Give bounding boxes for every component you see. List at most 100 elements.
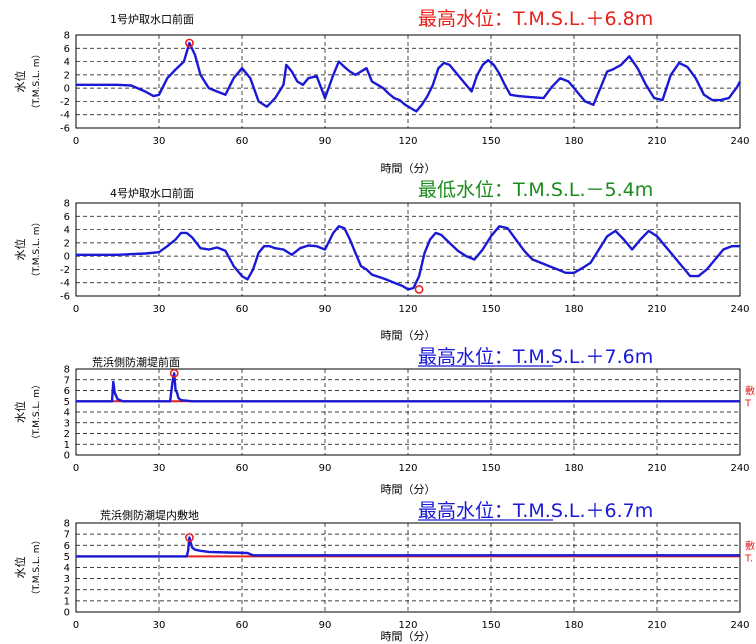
- y-tick-label: 8: [64, 199, 70, 210]
- x-tick-label: 210: [647, 304, 666, 315]
- series-line: [76, 225, 740, 291]
- x-tick-label: 30: [153, 136, 166, 147]
- x-tick-label: 120: [398, 620, 417, 631]
- x-axis-label: 時間（分）: [381, 483, 436, 496]
- threshold-label-line2: T.: [744, 553, 753, 564]
- y-tick-label: 8: [64, 365, 70, 376]
- y-tick-label: 1: [64, 440, 70, 451]
- y-tick-label: 5: [64, 552, 70, 563]
- x-tick-label: 30: [153, 304, 166, 315]
- extreme-marker: [185, 533, 194, 542]
- x-tick-label: 180: [564, 136, 583, 147]
- y-tick-label: -2: [60, 97, 70, 108]
- y-axis-unit-label: （T.M.S.L. m）: [31, 380, 42, 444]
- series-line: [76, 536, 740, 558]
- y-tick-label: 3: [64, 574, 70, 585]
- x-tick-label: 120: [398, 463, 417, 474]
- headline-water-level: 最高水位：T.M.S.L.＋6.7m: [418, 500, 653, 522]
- x-tick-label: 60: [236, 304, 249, 315]
- y-tick-label: 2: [64, 238, 70, 249]
- threshold-label-line1: 敷: [745, 384, 755, 397]
- x-tick-label: 240: [730, 620, 749, 631]
- x-tick-label: 240: [730, 304, 749, 315]
- threshold-label-line1: 敷: [745, 539, 755, 552]
- y-tick-label: 6: [64, 212, 70, 223]
- y-tick-label: 6: [64, 541, 70, 552]
- x-tick-label: 150: [481, 304, 500, 315]
- x-tick-label: 90: [319, 463, 332, 474]
- y-tick-label: 6: [64, 44, 70, 55]
- x-tick-label: 240: [730, 463, 749, 474]
- y-tick-label: 4: [64, 225, 70, 236]
- headline-water-level: 最高水位：T.M.S.L.＋6.8m: [418, 8, 653, 30]
- y-axis-label: 水位: [13, 71, 27, 93]
- x-tick-label: 180: [564, 620, 583, 631]
- x-tick-label: 180: [564, 304, 583, 315]
- y-tick-label: 0: [64, 252, 70, 263]
- series-line: [76, 372, 740, 403]
- extreme-marker: [414, 284, 424, 294]
- y-tick-label: 8: [64, 519, 70, 530]
- y-tick-label: 1: [64, 596, 70, 607]
- y-tick-label: 0: [64, 84, 70, 95]
- x-tick-label: 90: [319, 304, 332, 315]
- extreme-marker: [185, 38, 194, 48]
- y-tick-label: 5: [64, 397, 70, 408]
- x-axis-label: 時間（分）: [381, 329, 436, 342]
- x-tick-label: 210: [647, 463, 666, 474]
- threshold-label-line2: T: [744, 398, 752, 409]
- y-axis-unit-label: （T.M.S.L. m）: [31, 50, 42, 114]
- x-tick-label: 150: [481, 620, 500, 631]
- y-tick-label: 0: [64, 451, 70, 462]
- x-tick-label: 120: [398, 304, 417, 315]
- y-tick-label: -6: [60, 124, 70, 135]
- x-tick-label: 30: [153, 463, 166, 474]
- x-tick-label: 0: [73, 463, 79, 474]
- y-tick-label: 0: [64, 608, 70, 619]
- y-axis-label: 水位: [13, 557, 27, 579]
- y-axis-unit-label: （T.M.S.L. m）: [31, 218, 42, 282]
- y-tick-label: 2: [64, 429, 70, 440]
- x-tick-label: 180: [564, 463, 583, 474]
- y-tick-label: 7: [64, 375, 70, 386]
- panel-title: 荒浜側防潮堤前面: [92, 355, 180, 369]
- x-tick-label: 0: [73, 620, 79, 631]
- x-tick-label: 150: [481, 463, 500, 474]
- panel-title: 荒浜側防潮堤内敷地: [100, 508, 199, 522]
- plot-frame: [75, 368, 741, 456]
- x-tick-label: 210: [647, 136, 666, 147]
- y-axis-unit-label: （T.M.S.L. m）: [31, 536, 42, 600]
- x-tick-label: 90: [319, 620, 332, 631]
- y-tick-label: -6: [60, 292, 70, 303]
- x-tick-label: 30: [153, 620, 166, 631]
- y-tick-label: 8: [64, 31, 70, 42]
- y-tick-label: 2: [64, 70, 70, 81]
- y-tick-label: 4: [64, 408, 70, 419]
- plot-frame: [75, 522, 741, 613]
- panel-title: 1号炉取水口前面: [110, 12, 194, 26]
- y-tick-label: 2: [64, 585, 70, 596]
- x-tick-label: 0: [73, 304, 79, 315]
- headline-water-level: 最高水位：T.M.S.L.＋7.6m: [418, 346, 653, 368]
- x-tick-label: 120: [398, 136, 417, 147]
- x-tick-label: 60: [236, 463, 249, 474]
- x-tick-label: 150: [481, 136, 500, 147]
- x-tick-label: 90: [319, 136, 332, 147]
- headline-water-level: 最低水位：T.M.S.L.－5.4m: [418, 179, 653, 201]
- y-tick-label: 7: [64, 530, 70, 541]
- x-axis-label: 時間（分）: [381, 162, 436, 175]
- plot-frame: [75, 202, 741, 297]
- y-tick-label: 4: [64, 57, 70, 68]
- x-axis-label: 時間（分）: [381, 630, 436, 643]
- y-tick-label: 4: [64, 563, 70, 574]
- x-tick-label: 60: [236, 136, 249, 147]
- y-tick-label: -4: [60, 110, 70, 121]
- y-axis-label: 水位: [13, 401, 27, 423]
- x-tick-label: 210: [647, 620, 666, 631]
- extreme-marker: [169, 368, 179, 378]
- x-tick-label: 0: [73, 136, 79, 147]
- y-tick-label: -4: [60, 278, 70, 289]
